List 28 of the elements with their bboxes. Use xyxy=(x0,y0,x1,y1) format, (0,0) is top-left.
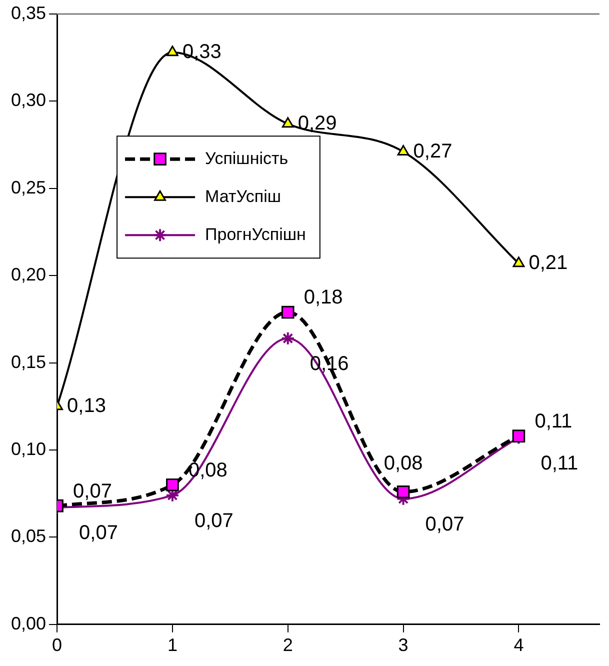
data-label: 0,33 xyxy=(182,40,222,63)
legend-label: ПрогнУспішн xyxy=(205,224,306,244)
data-label: 0,07 xyxy=(425,513,464,536)
y-tick-label: 0,00 xyxy=(10,613,46,634)
data-label: 0,08 xyxy=(384,452,423,474)
data-label: 0,21 xyxy=(528,252,568,274)
y-tick-label: 0,10 xyxy=(10,438,46,459)
data-label: 0,07 xyxy=(73,480,112,502)
data-label: 0,11 xyxy=(534,410,572,433)
x-tick-label: 3 xyxy=(398,635,408,656)
x-tick-label: 0 xyxy=(52,635,62,656)
data-label: 0,07 xyxy=(194,510,234,532)
y-tick-label: 0,30 xyxy=(10,90,46,110)
legend-label: МатУспіш xyxy=(205,186,282,206)
x-tick-label: 4 xyxy=(514,635,524,656)
y-tick-label: 0,05 xyxy=(10,526,46,546)
data-label: 0,27 xyxy=(413,140,452,162)
y-tick-label: 0,35 xyxy=(10,2,46,23)
x-tick-label: 2 xyxy=(282,635,293,656)
data-label: 0,13 xyxy=(67,394,106,417)
x-tick-label: 1 xyxy=(167,635,178,656)
y-tick-label: 0,15 xyxy=(10,352,46,372)
y-tick-label: 0,25 xyxy=(10,177,46,198)
legend-label: Успішність xyxy=(205,148,288,168)
data-label: 0,07 xyxy=(79,522,118,544)
y-tick-label: 0,20 xyxy=(10,264,46,285)
data-label: 0,11 xyxy=(540,452,578,474)
data-label: 0,18 xyxy=(304,286,343,309)
